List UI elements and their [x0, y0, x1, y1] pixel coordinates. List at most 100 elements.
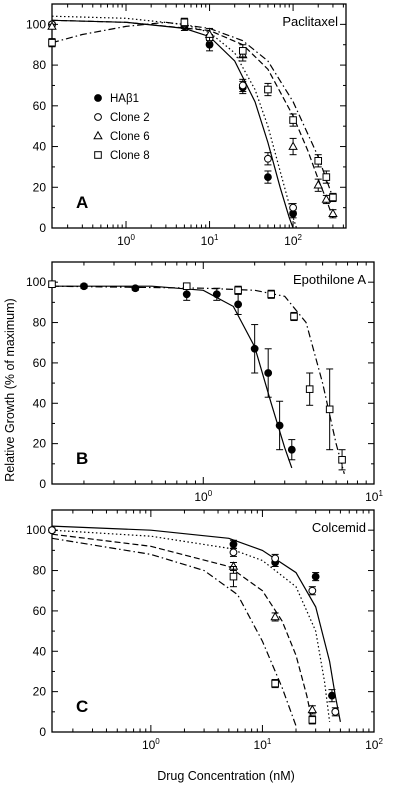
data-point-clone-6 [288, 141, 298, 150]
data-point-clone-2 [289, 203, 297, 212]
y-tick-label: 0 [39, 725, 46, 739]
panel-c-curves [52, 525, 341, 727]
data-point-clone-8 [48, 280, 56, 288]
data-point-clone-2 [331, 707, 340, 716]
data-point-ha-1 [234, 300, 243, 309]
panel-a-legend: HAβ1 Clone 2 Clone 6 Clone 8 [93, 93, 150, 162]
data-point-clone-8 [182, 282, 191, 291]
data-point-ha-1 [328, 691, 336, 700]
data-point-clone-6 [47, 21, 57, 30]
y-tick-label: 80 [33, 58, 47, 72]
data-point-clone-2 [271, 554, 280, 563]
data-point-clone-8 [329, 193, 337, 202]
data-point-clone-6 [204, 29, 215, 38]
panel-c-frame [51, 509, 375, 733]
panel-b: 0 20 40 60 80 100 100 101 Epothilone A B [26, 261, 383, 504]
panel-a-frame [51, 3, 347, 229]
panel-c: 0 20 40 60 80 100 100 101 102 Colcemid C [26, 509, 383, 752]
y-tick-label: 0 [39, 221, 46, 235]
panel-a: 0 20 40 60 80 100 100 101 102 Paclitaxel A HAβ1 Clon… [26, 3, 347, 248]
fit-curve-clone-6 [52, 533, 313, 723]
legend-marker [93, 130, 103, 140]
data-point-clone-8 [314, 157, 323, 165]
x-tick-label: 101 [365, 489, 383, 504]
data-point-ha-1 [182, 290, 191, 299]
y-tick-label: 80 [33, 564, 47, 578]
y-tick-label: 20 [33, 437, 47, 451]
data-point-clone-2 [264, 154, 272, 163]
data-point-clone-8 [267, 290, 276, 299]
fit-curve-ha-1 [52, 525, 341, 723]
data-point-clone-8 [322, 173, 331, 181]
data-point-clone-2 [238, 81, 247, 90]
panel-b-title: Epothilone A [293, 272, 366, 287]
x-tick-label: 102 [284, 233, 302, 248]
y-tick-label: 40 [33, 140, 47, 154]
panel-b-letter: B [76, 449, 88, 468]
legend-label: Clone 6 [110, 131, 150, 143]
y-tick-label: 80 [33, 316, 47, 330]
x-tick-label: 100 [194, 489, 212, 504]
y-axis-title: Relative Growth (% of maximum) [3, 298, 17, 481]
panel-a-title: Paclitaxel [282, 14, 338, 29]
fit-curve-clone-6 [52, 19, 334, 219]
data-point-ha-1 [287, 445, 296, 454]
data-point-clone-6 [328, 208, 338, 218]
y-tick-label: 60 [33, 99, 47, 113]
legend-label: Clone 2 [110, 112, 150, 124]
data-point-clone-8 [290, 312, 298, 321]
legend-marker [94, 113, 102, 121]
data-point-clone-8 [338, 455, 346, 464]
data-point-ha-1 [229, 540, 238, 549]
y-tick-label: 40 [33, 644, 47, 658]
data-point-ha-1 [311, 572, 320, 581]
data-point-clone-6 [321, 194, 332, 203]
y-tick-label: 100 [26, 523, 46, 537]
y-tick-label: 20 [33, 685, 47, 699]
panel-b-frame [51, 261, 375, 485]
y-tick-label: 20 [33, 180, 47, 194]
fit-curve-ha-1 [52, 285, 293, 469]
panel-c-title: Colcemid [312, 520, 366, 535]
data-point-ha-1 [250, 344, 259, 353]
data-point-clone-2 [308, 586, 317, 595]
data-point-ha-1 [131, 284, 140, 293]
data-point-clone-8 [305, 385, 314, 393]
y-tick-label: 100 [26, 275, 46, 289]
y-tick-label: 40 [33, 396, 47, 410]
y-tick-label: 60 [33, 604, 47, 618]
legend-marker [94, 94, 102, 102]
fit-curve-clone-2 [52, 529, 331, 722]
data-point-clone-8 [271, 679, 279, 688]
x-axis-title: Drug Concentration (nM) [157, 769, 295, 783]
data-point-clone-8 [48, 38, 56, 47]
data-point-ha-1 [212, 290, 221, 299]
fit-curve-clone-2 [52, 15, 298, 228]
data-point-clone-8 [308, 716, 317, 724]
fit-curve-clone-8 [52, 285, 345, 475]
x-tick-label: 100 [117, 233, 135, 248]
data-point-ha-1 [80, 282, 88, 291]
y-tick-label: 0 [39, 477, 46, 491]
legend-marker [94, 151, 102, 159]
data-point-clone-6 [270, 611, 280, 621]
panel-b-curves [52, 285, 345, 475]
y-tick-label: 100 [26, 17, 46, 31]
panel-a-letter: A [76, 193, 88, 212]
data-point-clone-8 [289, 116, 297, 124]
data-point-clone-8 [264, 85, 272, 94]
data-point-ha-1 [264, 369, 273, 377]
data-point-ha-1 [275, 421, 284, 430]
y-tick-label: 60 [33, 356, 47, 370]
legend-label: Clone 8 [110, 150, 150, 162]
x-tick-label: 102 [365, 737, 383, 752]
data-point-ha-1 [264, 173, 272, 181]
data-point-clone-2 [48, 526, 56, 535]
legend-label: HAβ1 [110, 93, 139, 105]
data-point-clone-8 [180, 18, 189, 27]
data-point-clone-8 [229, 572, 238, 581]
x-tick-label: 100 [142, 737, 160, 752]
data-point-clone-8 [325, 405, 334, 414]
panel-c-letter: C [76, 697, 88, 716]
